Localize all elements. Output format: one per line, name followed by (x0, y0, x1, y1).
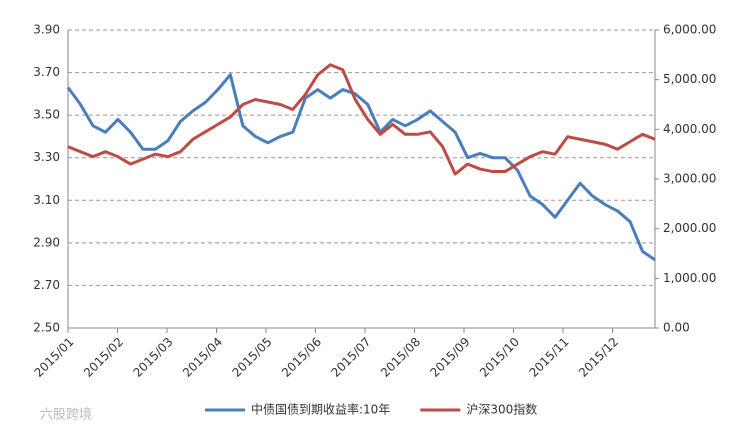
y2-tick-label: 2,000.00 (663, 221, 716, 235)
y2-tick-label: 4,000.00 (663, 122, 716, 136)
y2-tick-label: 6,000.00 (663, 23, 716, 37)
legend-label: 中债国债到期收益率:10年 (251, 402, 390, 417)
line-series (66, 73, 656, 262)
y-tick-label: 3.30 (33, 150, 60, 164)
y2-tick-label: 5,000.00 (663, 72, 716, 86)
watermark: 六股跨境 (40, 408, 92, 423)
y-tick-label: 3.10 (33, 193, 60, 207)
y2-tick-label: 1,000.00 (663, 271, 716, 285)
y2-tick-label: 0.00 (663, 321, 690, 335)
legend-label: 沪深300指数 (466, 402, 537, 417)
y-tick-label: 2.50 (33, 321, 60, 335)
y2-tick-label: 3,000.00 (663, 172, 716, 186)
y-tick-label: 3.90 (33, 23, 60, 37)
y-tick-label: 3.70 (33, 65, 60, 79)
y-tick-label: 2.90 (33, 235, 60, 249)
y-tick-label: 3.50 (33, 108, 60, 122)
y-tick-label: 2.70 (33, 278, 60, 292)
line-series (67, 63, 656, 176)
